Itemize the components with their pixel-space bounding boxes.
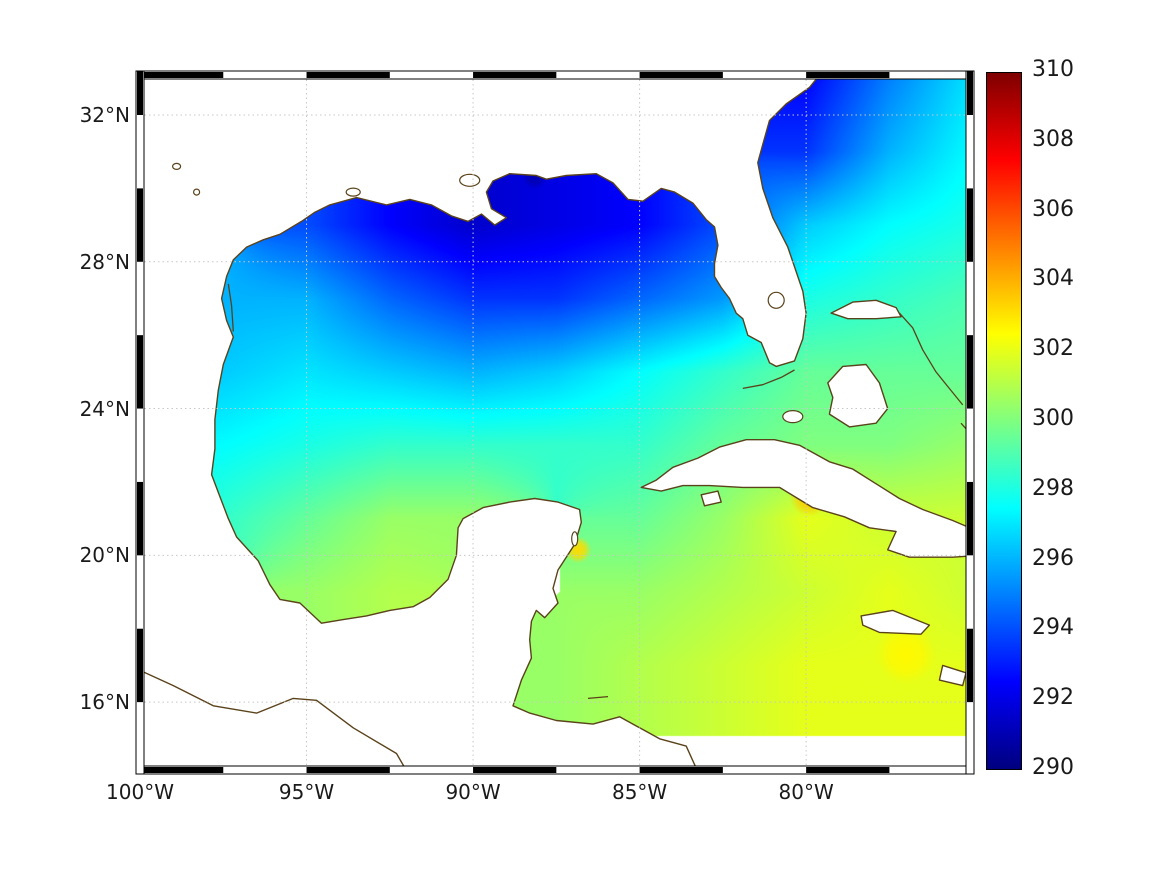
frame-segment: [306, 767, 390, 773]
frame-segment: [967, 628, 973, 703]
x-tick-label: 90°W: [445, 780, 501, 804]
frame-segment: [137, 481, 143, 556]
colorbar-tick-label: 306: [1032, 196, 1074, 222]
y-tick-label: 24°N: [79, 396, 130, 421]
frame-segment: [136, 72, 224, 78]
colorbar-tick-label: 310: [1032, 57, 1074, 82]
frame-segment: [137, 71, 143, 115]
y-tick-label: 28°N: [79, 249, 130, 274]
frame-segment: [967, 481, 973, 556]
frame-segment: [967, 335, 973, 409]
y-tick-label: 32°N: [79, 102, 130, 127]
coastline-roatan-island: [587, 695, 609, 700]
coastline-mainland: [140, 75, 821, 770]
colorbar-tick-label: 296: [1032, 545, 1074, 571]
frame-segment: [137, 335, 143, 409]
frame-segment: [473, 767, 557, 773]
inland-lake-1-outline: [172, 162, 182, 170]
colorbar-tick-label: 308: [1032, 126, 1074, 152]
colorbar-tick-label: 304: [1032, 266, 1074, 292]
cozumel-island-outline: [571, 531, 579, 547]
coastline-cuba: [640, 439, 970, 558]
x-tick-label: 80°W: [778, 780, 834, 804]
inland-lake-2-outline: [193, 188, 201, 196]
y-tick-label: 16°N: [79, 690, 130, 715]
x-tick-label: 95°W: [278, 780, 335, 804]
colorbar-tick-label: 300: [1032, 406, 1074, 431]
frame-segment: [136, 767, 224, 773]
colorbar-tick-label: 298: [1032, 475, 1074, 501]
frame-segment: [306, 72, 390, 78]
frame-segment: [473, 72, 557, 78]
cay-sal-bank-outline: [782, 410, 804, 424]
colorbar-tick-label: 302: [1032, 336, 1074, 362]
colorbar: [986, 72, 1022, 770]
frame-segment: [137, 628, 143, 703]
coastline-texas-lagoon: [227, 283, 234, 332]
frame-segment: [967, 71, 973, 115]
lake-pontchartrain-outline: [459, 173, 481, 187]
coastline-jamaica: [860, 609, 931, 635]
lake-okeechobee-outline: [767, 291, 785, 309]
coastline-isle-of-youth: [700, 490, 722, 507]
frame-segment: [639, 72, 723, 78]
colorbar-tick-label: 290: [1032, 755, 1074, 780]
frame-segment: [806, 767, 890, 773]
coastline-se-island: [938, 664, 967, 687]
calcasieu-lake-outline: [345, 187, 361, 197]
coastline-bahama-cays-arc: [898, 312, 964, 406]
coastline-long-island-cays: [960, 422, 970, 435]
x-tick-label: 100°W: [106, 780, 174, 804]
colorbar-tick-label: 292: [1032, 685, 1074, 711]
coastline-little-bahama-bank: [830, 299, 902, 320]
frame-segment: [967, 188, 973, 262]
frame-segment: [639, 767, 723, 773]
coastline-florida-keys: [742, 369, 795, 390]
coastline-great-bahama-bank: [827, 363, 889, 428]
frame-segment: [806, 72, 890, 78]
colorbar-tick-label: 294: [1032, 615, 1074, 641]
frame-segment: [137, 188, 143, 262]
y-tick-label: 20°N: [79, 543, 130, 568]
x-tick-label: 85°W: [611, 780, 668, 804]
